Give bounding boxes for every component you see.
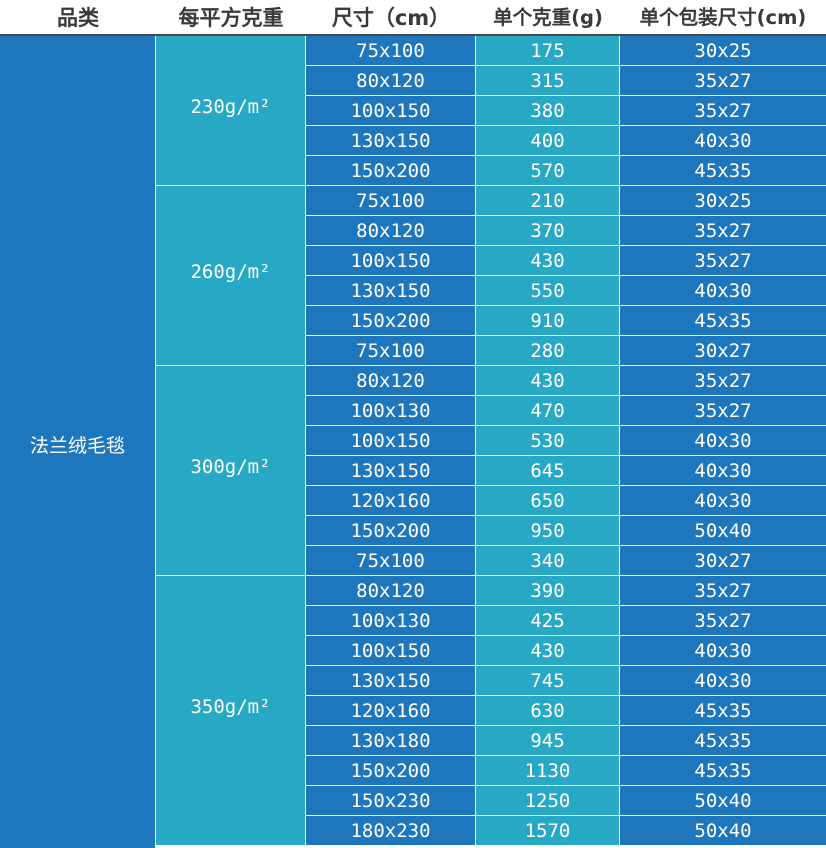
size-cell: 100x150 bbox=[306, 636, 476, 666]
gsm-group-cell: 350g/m² bbox=[156, 576, 306, 846]
gsm-label: 260g/m² bbox=[190, 261, 271, 283]
header-category: 品类 bbox=[57, 6, 99, 30]
unit-weight-cell: 430 bbox=[476, 366, 620, 396]
gsm-group-cell: 300g/m² bbox=[156, 366, 306, 576]
package-size-cell: 35x27 bbox=[620, 366, 826, 396]
size-cell: 100x150 bbox=[306, 96, 476, 126]
size-cell: 120x160 bbox=[306, 696, 476, 726]
package-size-cell: 45x35 bbox=[620, 156, 826, 186]
size-cell: 100x130 bbox=[306, 606, 476, 636]
unit-weight-cell: 945 bbox=[476, 726, 620, 756]
unit-weight-cell: 630 bbox=[476, 696, 620, 726]
unit-weight-cell: 280 bbox=[476, 336, 620, 366]
size-cell: 75x100 bbox=[306, 546, 476, 576]
package-size-cell: 40x30 bbox=[620, 276, 826, 306]
size-cell: 130x150 bbox=[306, 456, 476, 486]
package-size-cell: 40x30 bbox=[620, 456, 826, 486]
size-cell: 130x180 bbox=[306, 726, 476, 756]
package-size-cell: 50x40 bbox=[620, 786, 826, 816]
package-size-cell: 45x35 bbox=[620, 696, 826, 726]
unit-weight-cell: 1570 bbox=[476, 816, 620, 846]
size-cell: 150x200 bbox=[306, 306, 476, 336]
unit-weight-cell: 210 bbox=[476, 186, 620, 216]
package-size-cell: 30x25 bbox=[620, 186, 826, 216]
unit-weight-cell: 390 bbox=[476, 576, 620, 606]
size-cell: 75x100 bbox=[306, 186, 476, 216]
package-size-cell: 45x35 bbox=[620, 306, 826, 336]
size-cell: 75x100 bbox=[306, 336, 476, 366]
package-size-cell: 35x27 bbox=[620, 576, 826, 606]
package-size-cell: 35x27 bbox=[620, 606, 826, 636]
unit-weight-cell: 645 bbox=[476, 456, 620, 486]
package-size-cell: 40x30 bbox=[620, 666, 826, 696]
unit-weight-cell: 650 bbox=[476, 486, 620, 516]
unit-weight-cell: 550 bbox=[476, 276, 620, 306]
package-size-cell: 45x35 bbox=[620, 726, 826, 756]
size-cell: 80x120 bbox=[306, 66, 476, 96]
header-size: 尺寸（cm） bbox=[331, 6, 451, 30]
gsm-label: 300g/m² bbox=[190, 456, 271, 478]
size-cell: 100x150 bbox=[306, 426, 476, 456]
size-cell: 150x200 bbox=[306, 156, 476, 186]
unit-weight-cell: 1250 bbox=[476, 786, 620, 816]
size-cell: 130x150 bbox=[306, 126, 476, 156]
size-cell: 150x200 bbox=[306, 756, 476, 786]
unit-weight-cell: 370 bbox=[476, 216, 620, 246]
gsm-group-cell: 230g/m² bbox=[156, 36, 306, 186]
size-cell: 130x150 bbox=[306, 666, 476, 696]
package-size-cell: 30x27 bbox=[620, 336, 826, 366]
unit-weight-cell: 570 bbox=[476, 156, 620, 186]
unit-weight-cell: 910 bbox=[476, 306, 620, 336]
package-size-cell: 35x27 bbox=[620, 66, 826, 96]
header-package-size: 单个包装尺寸(cm) bbox=[639, 6, 807, 29]
unit-weight-cell: 745 bbox=[476, 666, 620, 696]
unit-weight-cell: 1130 bbox=[476, 756, 620, 786]
size-cell: 80x120 bbox=[306, 576, 476, 606]
unit-weight-cell: 530 bbox=[476, 426, 620, 456]
size-cell: 180x230 bbox=[306, 816, 476, 846]
package-size-cell: 45x35 bbox=[620, 756, 826, 786]
unit-weight-cell: 950 bbox=[476, 516, 620, 546]
size-cell: 100x130 bbox=[306, 396, 476, 426]
size-cell: 80x120 bbox=[306, 216, 476, 246]
unit-weight-cell: 340 bbox=[476, 546, 620, 576]
unit-weight-cell: 430 bbox=[476, 246, 620, 276]
category-label: 法兰绒毛毯 bbox=[29, 435, 125, 457]
package-size-cell: 35x27 bbox=[620, 216, 826, 246]
package-size-cell: 40x30 bbox=[620, 126, 826, 156]
unit-weight-cell: 470 bbox=[476, 396, 620, 426]
package-size-cell: 40x30 bbox=[620, 636, 826, 666]
gsm-label: 350g/m² bbox=[190, 696, 271, 718]
package-size-cell: 30x27 bbox=[620, 546, 826, 576]
package-size-cell: 35x27 bbox=[620, 96, 826, 126]
gsm-group-cell: 260g/m² bbox=[156, 186, 306, 366]
size-cell: 150x200 bbox=[306, 516, 476, 546]
table-header: 品类 每平方克重 尺寸（cm） 单个克重(g) 单个包装尺寸(cm) bbox=[0, 0, 826, 36]
package-size-cell: 35x27 bbox=[620, 246, 826, 276]
gsm-label: 230g/m² bbox=[190, 96, 271, 118]
unit-weight-cell: 175 bbox=[476, 36, 620, 66]
unit-weight-cell: 425 bbox=[476, 606, 620, 636]
unit-weight-cell: 400 bbox=[476, 126, 620, 156]
package-size-cell: 30x25 bbox=[620, 36, 826, 66]
size-cell: 130x150 bbox=[306, 276, 476, 306]
unit-weight-cell: 380 bbox=[476, 96, 620, 126]
header-unit-weight: 单个克重(g) bbox=[493, 6, 603, 29]
unit-weight-cell: 430 bbox=[476, 636, 620, 666]
package-size-cell: 50x40 bbox=[620, 516, 826, 546]
header-gsm: 每平方克重 bbox=[178, 6, 284, 30]
size-cell: 120x160 bbox=[306, 486, 476, 516]
size-cell: 75x100 bbox=[306, 36, 476, 66]
size-cell: 100x150 bbox=[306, 246, 476, 276]
package-size-cell: 50x40 bbox=[620, 816, 826, 846]
size-cell: 150x230 bbox=[306, 786, 476, 816]
package-size-cell: 40x30 bbox=[620, 486, 826, 516]
size-cell: 80x120 bbox=[306, 366, 476, 396]
package-size-cell: 40x30 bbox=[620, 426, 826, 456]
package-size-cell: 35x27 bbox=[620, 396, 826, 426]
unit-weight-cell: 315 bbox=[476, 66, 620, 96]
category-cell: 法兰绒毛毯 bbox=[0, 36, 156, 848]
